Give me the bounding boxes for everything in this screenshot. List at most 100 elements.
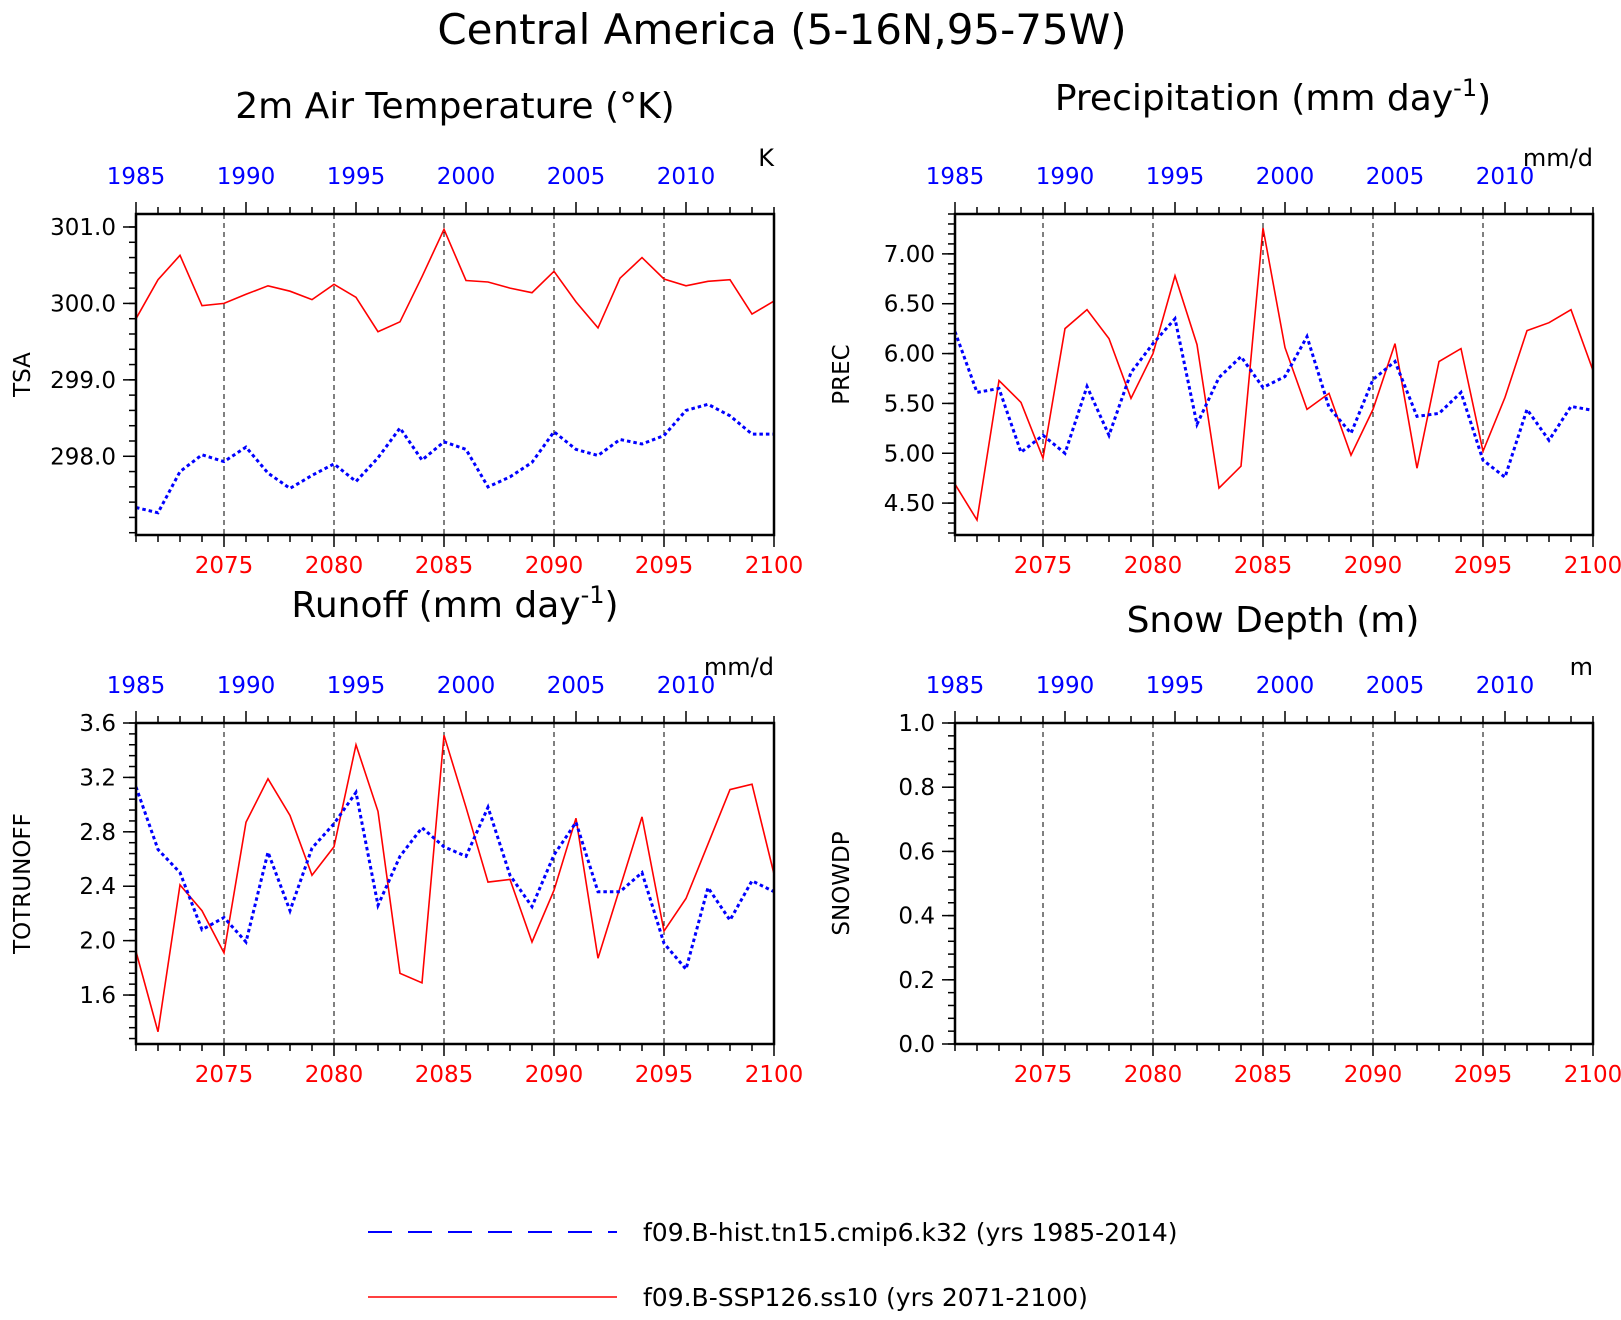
x-tick-label-bottom: 2090 [525,1062,584,1088]
y-tick-label: 3.6 [79,711,116,737]
x-tick-label-bottom: 2090 [1344,1062,1403,1088]
panel-precipitation: Precipitation (mm day-1) mm/d PREC 2075 2080… [829,74,1621,579]
x-tick-label-top: 1995 [327,673,386,699]
y-tick-label: 6.00 [884,342,935,368]
y-tick-label: 2.4 [79,874,116,900]
x-tick-label-bottom: 2095 [1454,553,1513,579]
series-line-ssp [135,734,775,1033]
y-axis-label-precipitation: PREC [829,344,855,404]
y-tick-label: 6.50 [884,292,935,318]
panel-title-end: ) [605,585,619,626]
x-tick-label-top: 2010 [657,673,716,699]
x-tick-label-bottom: 2080 [1124,1062,1183,1088]
x-tick-label-bottom: 2090 [525,553,584,579]
x-tick-label-top: 2005 [547,673,606,699]
y-tick-label: 1.6 [79,983,116,1009]
x-tick-label-top: 1995 [1146,673,1205,699]
figure-title: Central America (5-16N,95-75W) [437,5,1126,54]
panel-title-runoff: Runoff (mm day-1) [291,581,618,626]
x-tick-label-bottom: 2075 [1014,553,1073,579]
x-tick-label-top: 1990 [217,164,276,190]
x-tick-label-bottom: 2080 [305,1062,364,1088]
x-tick-label-bottom: 2100 [745,1062,804,1088]
x-tick-label-top: 2000 [437,673,496,699]
x-tick-label-bottom: 2100 [1564,1062,1621,1088]
x-tick-label-bottom: 2090 [1344,553,1403,579]
x-tick-label-top: 1985 [926,164,985,190]
x-tick-label-bottom: 2095 [635,1062,694,1088]
x-tick-label-bottom: 2080 [305,553,364,579]
units-label-temperature: K [758,144,775,172]
x-tick-label-bottom: 2080 [1124,553,1183,579]
x-tick-label-bottom: 2100 [1564,553,1621,579]
x-tick-label-top: 1985 [107,164,166,190]
y-tick-label: 298.0 [50,444,116,470]
y-tick-label: 301.0 [50,215,116,241]
legend-label-ssp: f09.B-SSP126.ss10 (yrs 2071-2100) [643,1283,1088,1312]
x-tick-label-top: 2000 [437,164,496,190]
x-tick-label-bottom: 2085 [415,1062,474,1088]
y-tick-label: 0.4 [898,904,935,930]
x-tick-label-top: 1995 [327,164,386,190]
x-tick-label-top: 2005 [1366,164,1425,190]
y-tick-label: 0.6 [898,839,935,865]
x-tick-label-bottom: 2100 [745,553,804,579]
panel-runoff: Runoff (mm day-1) mm/d TOTRUNOFF 2075 2080 20… [10,581,803,1088]
x-tick-label-bottom: 2085 [1234,553,1293,579]
plot-frame [953,212,1595,537]
x-tick-label-top: 1985 [926,673,985,699]
y-tick-label: 0.8 [898,775,935,801]
legend-label-hist: f09.B-hist.tn15.cmip6.k32 (yrs 1985-2014… [643,1218,1178,1247]
panel-title-end: ) [1477,78,1491,119]
units-label-runoff: mm/d [704,653,774,681]
panel-snow-depth: Snow Depth (m) m SNOWDP 2075 2080 2085 2090 209… [829,600,1621,1088]
x-tick-label-bottom: 2075 [195,1062,254,1088]
x-tick-label-bottom: 2095 [1454,1062,1513,1088]
x-tick-label-top: 2010 [1476,164,1535,190]
x-tick-label-top: 2010 [1476,673,1535,699]
units-label-snow-depth: m [1570,653,1593,681]
y-tick-label: 1.0 [898,711,935,737]
units-label-precipitation: mm/d [1523,144,1593,172]
y-tick-label: 4.50 [884,491,935,517]
plot-frame [134,212,776,537]
panel-title-precipitation: Precipitation (mm day-1) [1055,74,1491,119]
y-tick-label: 2.0 [79,929,116,955]
panels: 2m Air Temperature (°K) K TSA 2075 2080 2085 2… [10,74,1621,1088]
plot-frame [953,721,1595,1046]
x-tick-label-top: 1985 [107,673,166,699]
y-tick-label: 300.0 [50,291,116,317]
y-axis-label-temperature: TSA [10,352,36,398]
panel-title-temperature: 2m Air Temperature (°K) [235,86,674,127]
y-tick-label: 3.2 [79,765,116,791]
x-tick-label-top: 2005 [1366,673,1425,699]
series-line-hist [953,315,1594,480]
series-line-ssp [135,227,775,333]
y-tick-label: 0.0 [898,1032,935,1058]
y-tick-label: 5.50 [884,391,935,417]
x-tick-label-top: 1990 [1036,164,1095,190]
x-tick-label-top: 2000 [1256,164,1315,190]
x-tick-label-top: 1990 [1036,673,1095,699]
y-axis-label-snow-depth: SNOWDP [829,831,855,935]
y-tick-label: 0.2 [898,968,935,994]
x-tick-label-bottom: 2075 [1014,1062,1073,1088]
x-tick-label-bottom: 2085 [1234,1062,1293,1088]
y-tick-label: 299.0 [50,368,116,394]
series-line-ssp [954,227,1594,523]
x-tick-label-top: 2000 [1256,673,1315,699]
x-tick-label-bottom: 2095 [635,553,694,579]
y-tick-label: 5.00 [884,441,935,467]
x-tick-label-top: 1995 [1146,164,1205,190]
x-tick-label-top: 2010 [657,164,716,190]
panel-title-superscript: -1 [1453,74,1477,102]
series-line-hist [135,402,774,515]
y-tick-label: 7.00 [884,242,935,268]
x-tick-label-top: 2005 [547,164,606,190]
x-tick-label-top: 1990 [217,673,276,699]
panel-title-superscript: -1 [581,581,605,609]
series-line-hist [134,786,775,973]
panel-temperature: 2m Air Temperature (°K) K TSA 2075 2080 2085 2… [10,86,803,579]
plot-frame [134,721,776,1046]
